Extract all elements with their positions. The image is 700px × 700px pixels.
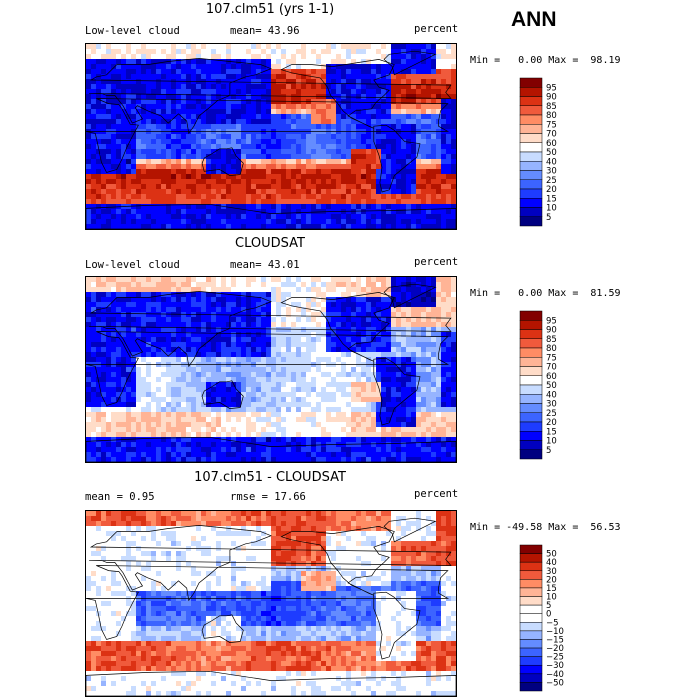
colorbar-swatch <box>520 357 542 366</box>
colorbar-swatch <box>520 614 542 623</box>
colorbar-swatch <box>520 217 542 226</box>
panel-2-units-label: percent <box>414 256 458 268</box>
panel-2-colorbar: 95908580757060504030252015105 <box>520 311 580 459</box>
colorbar-swatch <box>520 422 542 431</box>
colorbar-swatch <box>520 311 542 320</box>
colorbar-swatch <box>520 208 542 217</box>
colorbar-swatch <box>520 115 542 124</box>
colorbar-swatch <box>520 648 542 657</box>
colorbar-swatch <box>520 657 542 666</box>
panel-2-title: CLOUDSAT <box>85 236 455 251</box>
panel-2-map <box>85 276 457 463</box>
colorbar-swatch <box>520 682 542 691</box>
colorbar-swatch <box>520 348 542 357</box>
colorbar-swatch <box>520 579 542 588</box>
panel-2-mean-label: mean= 43.01 <box>230 259 300 271</box>
panel-1-colorbar: 95908580757060504030252015105 <box>520 78 580 226</box>
colorbar-tick-label: −50 <box>546 678 564 688</box>
colorbar-swatch <box>520 631 542 640</box>
colorbar-swatch <box>520 78 542 87</box>
colorbar-swatch <box>520 450 542 459</box>
colorbar-swatch <box>520 367 542 376</box>
panel-2-minmax: Min = 0.00 Max = 81.59 <box>470 288 621 299</box>
panel-2-left-label: Low-level cloud <box>85 259 180 271</box>
colorbar-swatch <box>520 385 542 394</box>
panel-3-mean-label: mean = 0.95 <box>85 491 155 503</box>
colorbar-swatch <box>520 106 542 115</box>
colorbar-swatch <box>520 339 542 348</box>
panel-3-map <box>85 510 457 697</box>
panel-3-units-label: percent <box>414 488 458 500</box>
colorbar-swatch <box>520 143 542 152</box>
panel-1-left-label: Low-level cloud <box>85 25 180 37</box>
colorbar-swatch <box>520 189 542 198</box>
colorbar-tick-label: 5 <box>546 446 551 456</box>
colorbar-swatch <box>520 639 542 648</box>
colorbar-swatch <box>520 394 542 403</box>
colorbar-swatch <box>520 605 542 614</box>
colorbar-swatch <box>520 320 542 329</box>
colorbar-swatch <box>520 180 542 189</box>
colorbar-swatch <box>520 171 542 180</box>
panel-3-rmse-label: rmse = 17.66 <box>230 491 306 503</box>
colorbar-swatch <box>520 124 542 133</box>
colorbar-swatch <box>520 97 542 106</box>
colorbar-swatch <box>520 152 542 161</box>
colorbar-swatch <box>520 198 542 207</box>
panel-3-title: 107.clm51 - CLOUDSAT <box>85 470 455 485</box>
colorbar-swatch <box>520 571 542 580</box>
colorbar-swatch <box>520 545 542 554</box>
colorbar-swatch <box>520 431 542 440</box>
colorbar-swatch <box>520 554 542 563</box>
colorbar-swatch <box>520 597 542 606</box>
colorbar-swatch <box>520 404 542 413</box>
panel-3-minmax: Min = -49.58 Max = 56.53 <box>470 522 621 533</box>
colorbar-swatch <box>520 562 542 571</box>
season-label: ANN <box>511 8 557 32</box>
colorbar-swatch <box>520 441 542 450</box>
colorbar-swatch <box>520 665 542 674</box>
panel-1-map <box>85 43 457 230</box>
colorbar-swatch <box>520 161 542 170</box>
colorbar-swatch <box>520 588 542 597</box>
colorbar-swatch <box>520 87 542 96</box>
colorbar-swatch <box>520 134 542 143</box>
panel-1-minmax: Min = 0.00 Max = 98.19 <box>470 55 621 66</box>
colorbar-swatch <box>520 376 542 385</box>
panel-1-units-label: percent <box>414 23 458 35</box>
panel-3-colorbar: 50403020151050−5−10−15−20−25−30−40−50 <box>520 545 580 691</box>
colorbar-swatch <box>520 413 542 422</box>
colorbar-swatch <box>520 330 542 339</box>
panel-1-mean-label: mean= 43.96 <box>230 25 300 37</box>
colorbar-swatch <box>520 622 542 631</box>
colorbar-tick-label: 5 <box>546 213 551 223</box>
colorbar-swatch <box>520 674 542 683</box>
panel-1-title: 107.clm51 (yrs 1-1) <box>85 2 455 17</box>
